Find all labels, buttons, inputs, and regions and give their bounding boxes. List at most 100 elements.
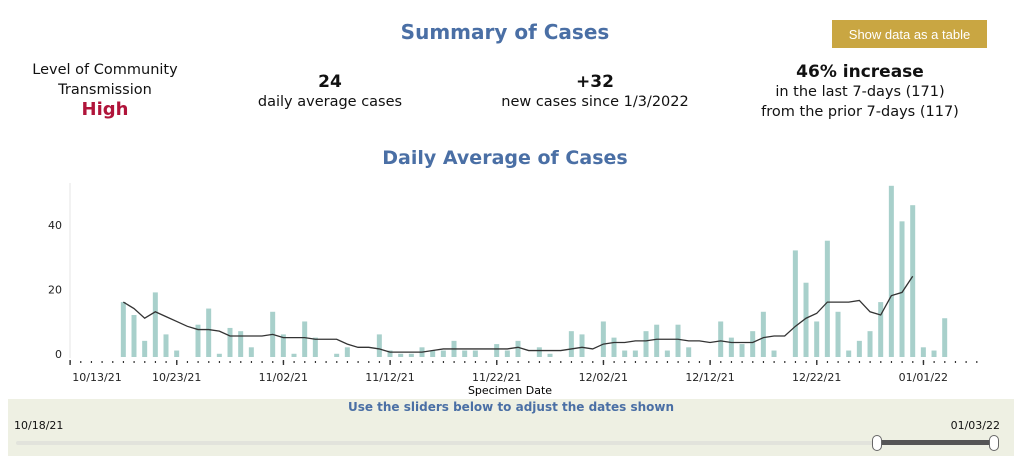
x-minor-tick	[666, 361, 669, 363]
x-minor-tick	[208, 361, 210, 363]
x-major-tick	[922, 360, 925, 365]
case-bar	[867, 331, 873, 357]
x-tick-label: 11/12/21	[365, 371, 414, 384]
x-major-tick	[176, 360, 178, 365]
case-bar	[195, 324, 201, 357]
x-minor-tick	[954, 361, 957, 363]
slider-end-handle[interactable]	[989, 435, 999, 451]
case-bar	[835, 311, 841, 357]
case-bar	[728, 337, 734, 357]
new-cases-label: new cases since 1/3/2022	[501, 94, 689, 110]
x-minor-tick	[880, 361, 882, 363]
x-minor-tick	[549, 361, 551, 363]
case-bar	[462, 350, 468, 357]
x-minor-tick	[432, 361, 434, 363]
case-bar	[494, 344, 500, 357]
case-bar	[888, 185, 894, 357]
x-minor-tick	[346, 361, 349, 363]
case-bar	[814, 321, 820, 357]
case-bar	[174, 350, 180, 357]
x-minor-tick	[229, 361, 231, 363]
x-minor-tick	[826, 361, 829, 363]
case-bar	[579, 334, 585, 357]
x-minor-tick	[218, 361, 221, 363]
x-axis-label: Specimen Date	[468, 384, 552, 397]
case-bar	[206, 308, 212, 357]
x-minor-tick	[336, 361, 338, 363]
x-minor-tick	[112, 361, 114, 363]
slider-start-date: 10/18/21	[14, 419, 64, 432]
show-table-button[interactable]: Show data as a table	[832, 20, 987, 48]
x-major-tick	[496, 360, 498, 365]
new-cases-stat: +32 new cases since 1/3/2022	[470, 72, 720, 112]
x-minor-tick	[933, 361, 935, 363]
x-tick-label: 12/12/21	[685, 371, 734, 384]
case-bar	[824, 240, 830, 357]
x-major-tick	[709, 360, 711, 365]
change-line-1: in the last 7-days (171)	[775, 84, 945, 100]
x-tick-label: 12/22/21	[792, 371, 841, 384]
x-minor-tick	[314, 361, 317, 363]
daily-cases-chart: 0 20 40 10/13/21 10/23/21 11/02/21 11/12/21 11/…	[48, 183, 978, 397]
x-minor-tick	[368, 361, 370, 363]
change-stat: 46% increase in the last 7-days (171) fr…	[730, 62, 990, 122]
date-slider-panel: Use the sliders below to adjust the date…	[8, 399, 1014, 456]
x-minor-tick	[197, 361, 199, 363]
x-minor-tick	[186, 361, 189, 363]
x-minor-tick	[122, 361, 125, 363]
case-bar	[376, 334, 382, 357]
x-minor-tick	[442, 361, 445, 363]
x-tick-label: 11/02/21	[259, 371, 308, 384]
slider-track[interactable]	[16, 441, 994, 445]
new-cases-value: +32	[576, 72, 614, 92]
x-minor-tick	[805, 361, 807, 363]
x-tick-label: 10/13/21	[72, 371, 121, 384]
x-minor-tick	[752, 361, 754, 363]
x-minor-tick	[858, 361, 861, 363]
x-minor-tick	[730, 361, 733, 363]
case-bar	[398, 353, 404, 357]
x-minor-tick	[741, 361, 743, 363]
case-bar	[643, 331, 649, 357]
case-bar	[622, 350, 628, 357]
case-bar	[504, 350, 510, 357]
x-minor-tick	[261, 361, 263, 363]
x-minor-tick	[784, 361, 786, 363]
x-minor-tick	[677, 361, 679, 363]
x-minor-tick	[581, 361, 583, 363]
x-minor-tick	[421, 361, 423, 363]
slider-selected-range[interactable]	[876, 440, 994, 445]
case-bar	[750, 331, 756, 357]
case-bar	[792, 250, 798, 357]
case-bar	[515, 340, 521, 357]
x-minor-tick	[90, 361, 93, 363]
case-bar	[910, 205, 916, 357]
chart-title: Daily Average of Cases	[382, 147, 628, 169]
case-bar	[131, 315, 137, 357]
slider-start-handle[interactable]	[871, 435, 882, 451]
daily-average-stat: 24 daily average cases	[230, 72, 430, 112]
x-tick-label: 10/23/21	[152, 371, 201, 384]
case-bar	[846, 350, 852, 357]
case-bar	[440, 350, 446, 357]
x-minor-tick	[165, 361, 167, 363]
x-minor-tick	[528, 361, 530, 363]
x-major-tick	[389, 360, 391, 365]
case-bar	[120, 302, 126, 357]
x-minor-tick	[944, 361, 946, 363]
case-bar	[654, 324, 660, 357]
change-value: 46% increase	[796, 62, 924, 82]
x-minor-tick	[453, 361, 455, 363]
case-bar	[675, 324, 681, 357]
x-tick-label: 12/02/21	[579, 371, 628, 384]
x-minor-tick	[613, 361, 615, 363]
x-major-tick	[69, 360, 71, 365]
slider-hint: Use the sliders below to adjust the date…	[347, 400, 675, 414]
case-bar	[387, 350, 393, 357]
x-minor-tick	[634, 361, 637, 363]
case-bar	[803, 282, 809, 357]
x-minor-tick	[560, 361, 562, 363]
x-minor-tick	[101, 361, 103, 363]
case-bar	[302, 321, 308, 357]
case-bar	[600, 321, 606, 357]
